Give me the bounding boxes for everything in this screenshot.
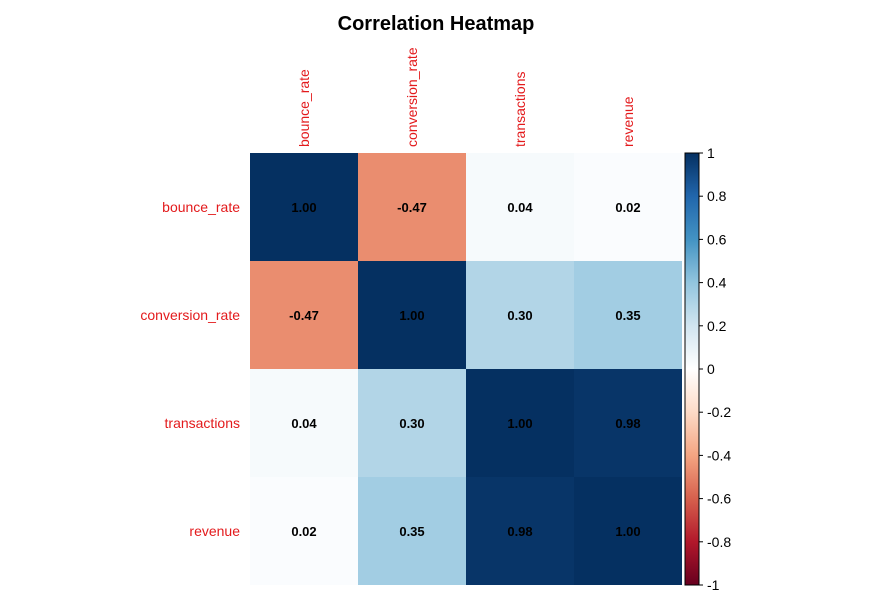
- heatmap-cell: [466, 261, 574, 369]
- colorbar-tick-label: 0: [707, 361, 715, 377]
- cell-value-label: 0.02: [615, 200, 640, 215]
- colorbar-tick-label: 0.4: [707, 275, 727, 291]
- heatmap-cell: [358, 369, 466, 477]
- cell-value-label: 1.00: [615, 524, 640, 539]
- colorbar-tick-label: 0.2: [707, 318, 727, 334]
- cell-value-label: 0.35: [399, 524, 424, 539]
- heatmap-cell: [574, 153, 682, 261]
- heatmap-cell: [358, 153, 466, 261]
- cell-value-label: 0.30: [399, 416, 424, 431]
- column-label: conversion_rate: [404, 47, 420, 147]
- chart-title: Correlation Heatmap: [338, 13, 535, 35]
- cell-value-label: 0.35: [615, 308, 640, 323]
- colorbar-tick-label: 0.6: [707, 231, 727, 247]
- row-label: bounce_rate: [162, 199, 240, 215]
- column-labels: bounce_rate conversion_rate transactions re…: [296, 47, 636, 147]
- heatmap-cell: [574, 369, 682, 477]
- heatmap-cell: [250, 153, 358, 261]
- heatmap-cell: [466, 477, 574, 585]
- cell-value-label: 1.00: [399, 308, 424, 323]
- colorbar-tick-label: -0.4: [707, 447, 731, 463]
- colorbar-tick-label: -0.2: [707, 404, 731, 420]
- heatmap-cell: [574, 261, 682, 369]
- cell-value-label: 0.30: [507, 308, 532, 323]
- cell-value-label: 0.98: [615, 416, 640, 431]
- heatmap-cell: [250, 261, 358, 369]
- heatmap-cell: [466, 153, 574, 261]
- colorbar-tick-label: 0.8: [707, 188, 727, 204]
- cell-value-label: -0.47: [397, 200, 427, 215]
- cell-value-label: 0.98: [507, 524, 532, 539]
- cell-value-label: 1.00: [507, 416, 532, 431]
- heatmap-cell: [358, 477, 466, 585]
- cell-value-label: 0.02: [291, 524, 316, 539]
- column-label: bounce_rate: [296, 69, 312, 147]
- heatmap-cell: [466, 369, 574, 477]
- colorbar-tick-label: 1: [707, 145, 715, 161]
- row-labels: bounce_rate conversion_rate transactions re…: [140, 199, 240, 539]
- colorbar-tick-label: -0.6: [707, 491, 731, 507]
- colorbar-tick-label: -1: [707, 577, 720, 593]
- colorbar-gradient: [685, 153, 699, 585]
- colorbar-tick-label: -0.8: [707, 534, 731, 550]
- cell-value-label: 1.00: [291, 200, 316, 215]
- column-label: transactions: [512, 72, 528, 147]
- heatmap-cell: [250, 477, 358, 585]
- row-label: conversion_rate: [140, 307, 240, 323]
- row-label: transactions: [165, 415, 240, 431]
- heatmap-cell: [250, 369, 358, 477]
- column-label: revenue: [620, 96, 636, 147]
- heatmap-cell: [574, 477, 682, 585]
- cell-value-label: -0.47: [289, 308, 319, 323]
- cell-value-label: 0.04: [291, 416, 317, 431]
- heatmap-cell: [358, 261, 466, 369]
- cell-value-label: 0.04: [507, 200, 533, 215]
- heatmap-cells: 1.00 -0.47 0.04 0.02 -0.47 1.00 0.30 0.35 0.04 0.…: [250, 153, 682, 585]
- row-label: revenue: [189, 523, 240, 539]
- colorbar: 1 0.8 0.6 0.4 0.2 0 -0.2 -0.4 -0.6 -0.8 -1: [684, 145, 731, 593]
